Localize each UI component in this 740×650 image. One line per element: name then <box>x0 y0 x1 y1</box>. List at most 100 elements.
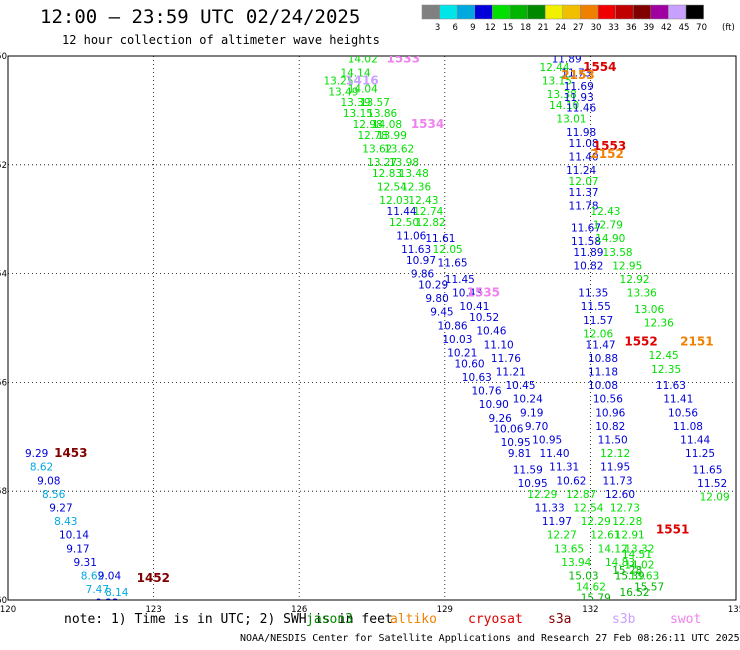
wave-height-value: 10.21 <box>447 347 477 359</box>
wave-height-value: 11.44 <box>387 206 417 218</box>
wave-height-value: 8.43 <box>54 516 77 528</box>
lon-tick-label: 129 <box>437 605 453 615</box>
colorbar-label: 45 <box>679 23 690 33</box>
legend-item-s3a: s3a <box>548 612 572 627</box>
wave-height-value: 12.03 <box>379 195 409 207</box>
wave-height-value: 10.52 <box>469 312 499 324</box>
wave-height-value: 11.89 <box>573 247 603 259</box>
wave-height-value: 12.50 <box>389 217 419 229</box>
wave-height-value: 10.14 <box>59 530 89 542</box>
wave-height-value: 13.62 <box>384 143 414 155</box>
wave-height-value: 12.95 <box>612 260 642 272</box>
pass-time-label: 1535 <box>467 286 500 300</box>
wave-height-value: 12.06 <box>583 328 613 340</box>
wave-height-value: 11.37 <box>569 187 599 199</box>
wave-height-value: 12.27 <box>547 530 577 542</box>
wave-height-value: 11.65 <box>692 464 722 476</box>
wave-height-value: 11.40 <box>569 152 599 164</box>
wave-height-value: 11.25 <box>685 448 715 460</box>
wave-height-value: 15.03 <box>569 571 599 583</box>
wave-height-value: 11.69 <box>564 81 594 93</box>
wave-height-value: 10.03 <box>442 334 472 346</box>
pass-time-label: 2152 <box>590 147 623 161</box>
wave-height-value: 13.27 <box>367 157 397 169</box>
wave-height-value: 9.81 <box>508 448 531 460</box>
wave-height-value: 14.90 <box>595 233 625 245</box>
wave-height-value: 12.09 <box>700 492 730 504</box>
wave-height-value: 12.54 <box>573 503 603 515</box>
wave-height-value: 11.41 <box>663 394 693 406</box>
wave-height-value: 11.59 <box>513 464 543 476</box>
wave-height-value: 12.12 <box>600 448 630 460</box>
wave-height-labels: 14.0214.1413.2513.4914.0413.3913.5713.15… <box>25 56 730 604</box>
wave-height-value: 11.73 <box>603 475 633 487</box>
wave-height-value: 11.08 <box>673 421 703 433</box>
wave-height-value: 10.88 <box>588 353 618 365</box>
wave-height-value: 9.04 <box>98 571 122 583</box>
colorbar-unit: (ft) <box>722 23 735 33</box>
wave-height-value: 13.63 <box>629 571 659 583</box>
wave-height-value: 12.54 <box>377 182 407 194</box>
colorbar-label: 3 <box>435 23 440 33</box>
legend-item-altiko: altiko <box>390 612 437 627</box>
wave-height-value: 14.14 <box>340 67 370 79</box>
pass-time-label: 1551 <box>656 522 689 536</box>
wave-height-value: 13.57 <box>360 97 390 109</box>
wave-height-value: 11.18 <box>588 367 618 379</box>
colorbar-label: 12 <box>485 23 496 33</box>
wave-height-value: 9.70 <box>525 421 548 433</box>
wave-height-value: 11.24 <box>566 165 596 177</box>
legend-item-cryosat: cryosat <box>468 612 523 627</box>
wave-height-value: 11.21 <box>496 367 526 379</box>
colorbar-label: 33 <box>608 23 619 33</box>
page-subtitle: 12 hour collection of altimeter wave hei… <box>62 33 380 47</box>
colorbar-label: 15 <box>503 23 514 33</box>
wave-height-value: 12.45 <box>649 350 679 362</box>
wave-height-value: 11.44 <box>680 435 710 447</box>
footer-credit: NOAA/NESDIS Center for Satellite Applica… <box>240 633 740 644</box>
wave-height-value: 11.76 <box>491 353 521 365</box>
wave-height-value: 10.82 <box>595 421 625 433</box>
wave-height-value: 9.86 <box>411 269 435 281</box>
lon-tick-label: 123 <box>145 605 161 615</box>
wave-height-value: 11.47 <box>586 339 616 351</box>
wave-height-value: 11.31 <box>549 462 579 474</box>
wave-height-value: 10.46 <box>476 326 506 338</box>
pass-time-label: 1416 <box>345 73 378 87</box>
wave-height-value: 8.62 <box>81 571 104 583</box>
wave-height-value: 11.46 <box>566 103 596 115</box>
pass-time-label: 1552 <box>624 335 657 349</box>
wave-height-value: 10.24 <box>513 394 543 406</box>
wave-height-value: 10.86 <box>438 320 468 332</box>
lat-tick-label: -54 <box>0 270 7 280</box>
wave-height-value: 10.95 <box>518 478 548 490</box>
wave-height-value: 12.82 <box>416 217 446 229</box>
wave-height-value: 11.97 <box>542 516 572 528</box>
wave-height-value: 15.57 <box>634 581 664 593</box>
wave-height-value: 15.79 <box>581 592 611 604</box>
wave-height-value: 9.19 <box>520 407 543 419</box>
lon-tick-label: 135 <box>728 605 740 615</box>
wave-height-value: 11.98 <box>566 127 596 139</box>
map-frame <box>7 55 737 601</box>
wave-height-value: 9.31 <box>74 557 97 569</box>
wave-height-value: 11.78 <box>569 201 599 213</box>
wave-height-value: 10.90 <box>479 399 509 411</box>
wave-height-value: 11.10 <box>484 339 514 351</box>
lon-tick-label: 120 <box>0 605 16 615</box>
wave-height-value: 11.45 <box>445 274 475 286</box>
wave-height-value: 10.45 <box>505 380 535 392</box>
wave-height-value: 13.49 <box>328 86 358 98</box>
lat-tick-label: -52 <box>0 161 7 171</box>
wave-height-value: 12.92 <box>620 274 650 286</box>
pass-time-label: 2153 <box>561 68 594 82</box>
wave-height-value: 10.95 <box>501 437 531 449</box>
wave-height-value: 9.45 <box>430 307 453 319</box>
wave-height-value: 12.87 <box>566 489 596 501</box>
colorbar-label: 9 <box>470 23 475 33</box>
page-title: 12:00 – 23:59 UTC 02/24/2025 <box>40 6 361 28</box>
wave-height-value: 12.36 <box>401 182 431 194</box>
wave-height-value: 12.36 <box>644 318 674 330</box>
pass-time-label: 1453 <box>54 446 87 460</box>
wave-height-value: 14.12 <box>598 543 628 555</box>
